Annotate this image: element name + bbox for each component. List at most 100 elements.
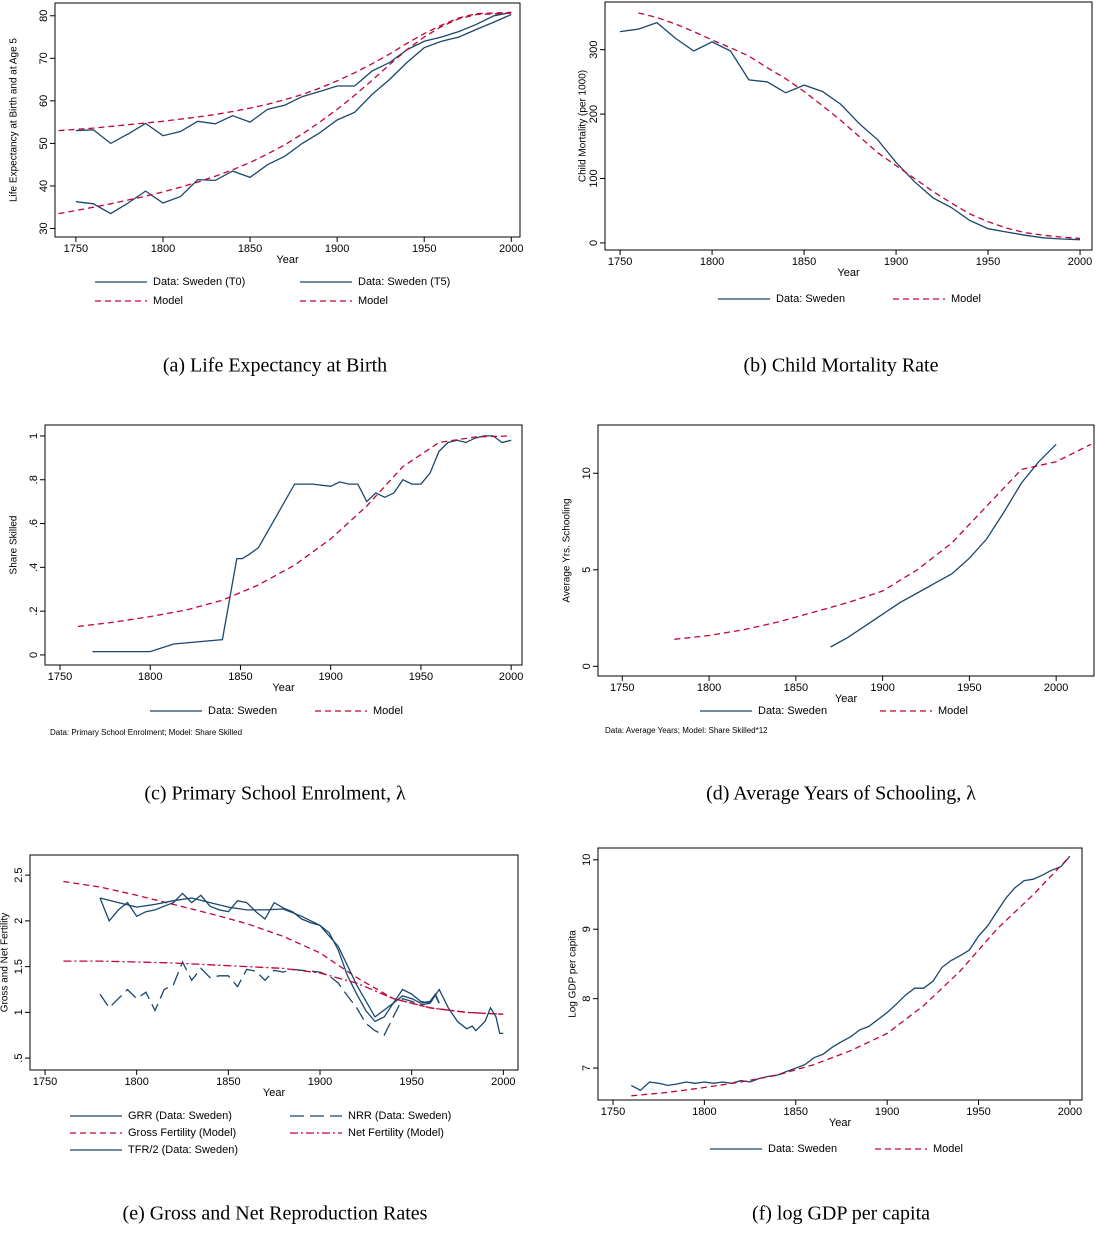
y-tick-label: 0	[588, 240, 600, 246]
x-tick-label: 1800	[138, 671, 162, 683]
x-tick-label: 1950	[957, 682, 981, 694]
legend-label: NRR (Data: Sweden)	[348, 1110, 451, 1122]
y-axis-label: Life Expectancy at Birth and at Age 5	[9, 38, 20, 202]
y-tick-label: 200	[588, 105, 600, 123]
y-tick-label: 70	[38, 52, 50, 64]
y-tick-label: 2	[13, 918, 25, 924]
x-tick-label: 2000	[499, 243, 523, 255]
legend-label: TFR/2 (Data: Sweden)	[128, 1144, 238, 1156]
x-tick-label: 1750	[48, 671, 72, 683]
legend-label: Model	[938, 705, 968, 717]
y-tick-label: 0	[28, 652, 40, 658]
y-tick-label: 1	[13, 1009, 25, 1015]
legend-label: Model	[951, 293, 981, 305]
x-tick-label: 1900	[318, 671, 342, 683]
series-line	[99, 892, 440, 1023]
y-tick-label: 5	[581, 567, 593, 573]
series-line	[58, 11, 512, 132]
panel: 0 5 10 1750 1800 1850 1900 1950 2000 Year Average …	[562, 424, 1095, 805]
legend-label: Data: Sweden (T5)	[358, 276, 450, 288]
x-tick-label: 1750	[610, 682, 634, 694]
x-tick-label: 1950	[976, 256, 1000, 268]
series-line	[620, 21, 1081, 241]
series-line	[75, 11, 512, 145]
x-tick-label: 2000	[1068, 256, 1092, 268]
x-tick-label: 1750	[33, 1076, 57, 1088]
panel: 7 8 9 10 1750 1800 1850 1900 1950 2000 Year Log GDP…	[568, 847, 1083, 1225]
y-tick-label: 10	[581, 854, 593, 866]
series-line	[63, 880, 504, 1015]
x-tick-label: 1950	[412, 243, 436, 255]
x-tick-label: 1850	[784, 1106, 808, 1118]
caption: (d) Average Years of Schooling, λ	[706, 783, 976, 805]
series-line	[674, 443, 1092, 640]
x-tick-label: 1750	[608, 256, 632, 268]
x-tick-label: 1800	[151, 243, 175, 255]
x-axis-label: Year	[829, 1117, 852, 1129]
x-tick-label: 1800	[697, 682, 721, 694]
y-tick-label: 1	[28, 433, 40, 439]
x-tick-label: 2000	[499, 671, 523, 683]
x-tick-label: 1800	[700, 256, 724, 268]
legend-label: Data: Sweden	[768, 1143, 837, 1155]
x-tick-label: 1800	[124, 1076, 148, 1088]
x-axis-label: Year	[837, 267, 860, 279]
x-tick-label: 1750	[64, 243, 88, 255]
legend-label: Data: Sweden	[776, 293, 845, 305]
legend-label: Data: Sweden	[208, 705, 277, 717]
x-tick-label: 1850	[238, 243, 262, 255]
y-tick-label: .2	[28, 607, 40, 616]
series-line	[75, 13, 512, 215]
legend-label: Model	[373, 705, 403, 717]
plot-frame	[604, 1, 1093, 251]
legend-label: GRR (Data: Sweden)	[128, 1110, 232, 1122]
x-axis-label: Year	[835, 693, 858, 705]
panel: 0 100 200 300 1750 1800 1850 1900 1950 2000 Year Ch…	[578, 1, 1093, 377]
x-tick-label: 1900	[325, 243, 349, 255]
legend-label: Data: Sweden (T0)	[153, 276, 245, 288]
caption: (a) Life Expectancy at Birth	[163, 355, 387, 377]
y-tick-label: .6	[28, 519, 40, 528]
x-tick-label: 1750	[601, 1106, 625, 1118]
y-tick-label: 60	[38, 95, 50, 107]
x-tick-label: 1900	[875, 1106, 899, 1118]
panel: 0 .2 .4 .6 .8 1 1750 1800 1850 1900 1950 2000 Year Sh…	[9, 424, 523, 805]
caption: (f) log GDP per capita	[752, 1203, 930, 1225]
y-tick-label: 40	[38, 180, 50, 192]
legend-label: Model	[933, 1143, 963, 1155]
x-tick-label: 1900	[870, 682, 894, 694]
x-tick-label: 2000	[1058, 1106, 1082, 1118]
panel: 30 40 50 60 70 80 1750 1800 1850 1900 1950 2000 Year…	[9, 2, 524, 377]
series-line	[830, 443, 1057, 648]
chart-note: Data: Primary School Enrolment; Model: S…	[50, 728, 242, 737]
caption: (c) Primary School Enrolment, λ	[144, 783, 406, 805]
series-line	[630, 855, 1071, 1092]
x-axis-label: Year	[276, 254, 299, 266]
x-tick-label: 1850	[792, 256, 816, 268]
caption: (e) Gross and Net Reproduction Rates	[123, 1203, 428, 1225]
x-tick-label: 1950	[966, 1106, 990, 1118]
plot-frame	[597, 424, 1095, 677]
y-tick-label: .4	[28, 563, 40, 572]
y-axis-label: Child Mortality (per 1000)	[578, 70, 589, 182]
x-tick-label: 2000	[491, 1076, 515, 1088]
chart-note: Data: Average Years; Model: Share Skille…	[605, 726, 768, 735]
plot-frame	[54, 2, 521, 238]
y-tick-label: .8	[28, 475, 40, 484]
x-tick-label: 2000	[1044, 682, 1068, 694]
x-axis-label: Year	[272, 682, 295, 694]
series-line	[631, 855, 1071, 1097]
x-tick-label: 1900	[308, 1076, 332, 1088]
y-tick-label: 100	[588, 169, 600, 187]
x-tick-label: 1850	[216, 1076, 240, 1088]
y-tick-label: 300	[588, 40, 600, 58]
series-line	[99, 960, 440, 1037]
y-tick-label: 0	[581, 663, 593, 669]
plot-frame	[597, 847, 1083, 1101]
series-line	[92, 435, 512, 653]
y-tick-label: 10	[581, 467, 593, 479]
y-tick-label: .5	[13, 1054, 25, 1063]
series-line	[58, 12, 512, 215]
legend-label: Model	[153, 295, 183, 307]
